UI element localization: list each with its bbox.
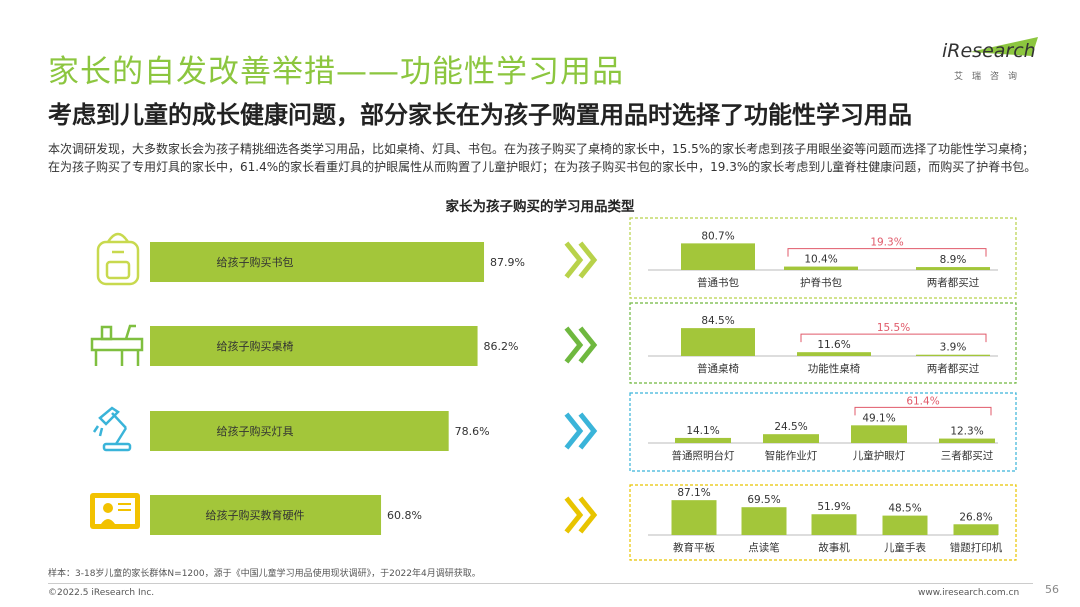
chart-title: 家长为孩子购买的学习用品类型 [445, 199, 635, 215]
sub-chart-category-label: 儿童手表 [884, 541, 926, 554]
sub-chart-category-label: 智能作业灯 [765, 449, 818, 462]
sub-chart-bar [916, 354, 990, 356]
page-subtitle: 考虑到儿童的成长健康问题，部分家长在为孩子购置用品时选择了功能性学习用品 [48, 101, 912, 129]
sub-chart-value-label: 3.9% [940, 342, 967, 354]
main-bar [150, 326, 478, 366]
sub-chart-frame [629, 484, 1017, 561]
sub-chart-bracket [800, 333, 987, 343]
sub-chart-category-label: 普通照明台灯 [672, 449, 735, 462]
sub-chart-value-label: 26.8% [959, 511, 992, 523]
desk-icon [90, 324, 144, 366]
main-bar-value-label: 86.2% [484, 340, 519, 353]
sub-chart-value-label: 10.4% [804, 254, 837, 266]
sub-chart-frame [629, 302, 1017, 384]
sub-chart-category-label: 儿童护眼灯 [853, 449, 906, 462]
sub-chart-bar [671, 500, 717, 535]
desk-lamp-icon [92, 406, 132, 452]
sub-chart-bar [741, 507, 787, 535]
sub-chart-bar [681, 328, 755, 356]
sub-chart-category-label: 两者都买过 [927, 362, 980, 375]
sub-chart-bar [811, 514, 857, 535]
sub-chart-bar [797, 352, 871, 356]
sub-chart-category-label: 普通书包 [697, 276, 739, 289]
tablet-icon [90, 493, 140, 529]
chevron-right-icon [564, 412, 598, 450]
sub-chart-value-label: 80.7% [701, 230, 734, 242]
sub-chart-category-label: 错题打印机 [950, 541, 1003, 554]
sub-chart-bar [882, 515, 928, 535]
sub-chart-bracket [854, 406, 992, 416]
main-bar [150, 411, 449, 451]
sub-chart-value-label: 84.5% [701, 315, 734, 327]
sub-chart-category-label: 功能性桌椅 [808, 362, 861, 375]
sub-chart-value-label: 12.3% [950, 426, 983, 438]
sub-chart-bar [784, 266, 858, 270]
sub-chart-bar [939, 438, 995, 443]
main-bar-value-label: 60.8% [387, 509, 422, 522]
backpack-icon [96, 232, 140, 286]
sub-chart-bar [953, 524, 999, 535]
sub-chart-value-label: 14.1% [686, 425, 719, 437]
main-bar-category-label: 给孩子购买灯具 [217, 424, 294, 438]
main-bar [150, 242, 485, 282]
sub-chart-bar [675, 437, 731, 443]
sub-chart-value-label: 24.5% [774, 421, 807, 433]
main-bar-chart: 给孩子购买书包 87.9% 给孩子购买桌椅 86.2% 给孩子购买灯具 78.6% 给孩子购… [150, 242, 525, 535]
page-number: 56 [1045, 583, 1059, 596]
footnote: 样本：3-18岁儿童的家长群体N=1200，源于《中国儿童学习用品使用现状调研》… [48, 569, 481, 579]
main-bar [150, 495, 382, 535]
chevron-right-icon [564, 241, 598, 279]
sub-chart-value-label: 8.9% [940, 254, 967, 266]
sub-chart-bracket [787, 248, 987, 257]
main-bar-category-label: 给孩子购买书包 [217, 255, 294, 269]
logo-text: iResearch [942, 40, 1036, 62]
main-bar-value-label: 87.9% [490, 256, 525, 269]
sub-chart-bar [681, 243, 755, 270]
chevron-right-icon [564, 496, 598, 534]
logo-swoosh-icon [970, 37, 1038, 56]
page-title: 家长的自发改善举措——功能性学习用品 [48, 54, 624, 90]
sub-chart-value-label: 51.9% [817, 501, 850, 513]
sub-charts: 80.7% 普通书包 10.4% 护脊书包 8.9% 两者都买过 19.3% 84.5% 普通桌… [629, 217, 1017, 561]
sub-chart-bar [763, 434, 819, 443]
sub-chart-value-label: 11.6% [817, 339, 850, 351]
footer-divider [48, 583, 1033, 584]
sub-chart-bar [851, 425, 907, 443]
sub-chart-category-label: 教育平板 [673, 541, 715, 554]
sub-chart-frame [629, 217, 1017, 299]
sub-chart-bar [916, 267, 990, 270]
logo-subtext: 艾瑞咨询 [954, 72, 1027, 82]
sub-chart-value-label: 49.1% [862, 412, 895, 424]
sub-chart-value-label: 87.1% [677, 487, 710, 499]
sub-chart-frame [629, 392, 1017, 472]
sub-chart-value-label: 69.5% [747, 494, 780, 506]
chevron-right-icon [564, 326, 598, 364]
sub-chart-category-label: 点读笔 [748, 541, 780, 554]
copyright: ©2022.5 iResearch Inc. [48, 588, 155, 598]
sub-chart-category-label: 故事机 [818, 541, 850, 554]
sub-chart-value-label: 48.5% [888, 503, 921, 515]
sub-chart-bracket-label: 61.4% [906, 395, 939, 407]
intro-paragraph: 本次调研发现，大多数家长会为孩子精挑细选各类学习用品，比如桌椅、灯具、书包。在为… [48, 142, 1037, 174]
sub-chart-bracket-label: 19.3% [870, 237, 903, 249]
main-bar-category-label: 给孩子购买桌椅 [217, 339, 294, 353]
sub-chart-category-label: 两者都买过 [927, 276, 980, 289]
website-link[interactable]: www.iresearch.com.cn [918, 588, 1020, 598]
main-bar-value-label: 78.6% [455, 425, 490, 438]
sub-chart-category-label: 普通桌椅 [697, 362, 739, 375]
sub-chart-category-label: 护脊书包 [800, 276, 842, 289]
sub-chart-bracket-label: 15.5% [877, 322, 910, 334]
sub-chart-category-label: 三者都买过 [941, 449, 994, 462]
main-bar-category-label: 给孩子购买教育硬件 [206, 508, 305, 522]
